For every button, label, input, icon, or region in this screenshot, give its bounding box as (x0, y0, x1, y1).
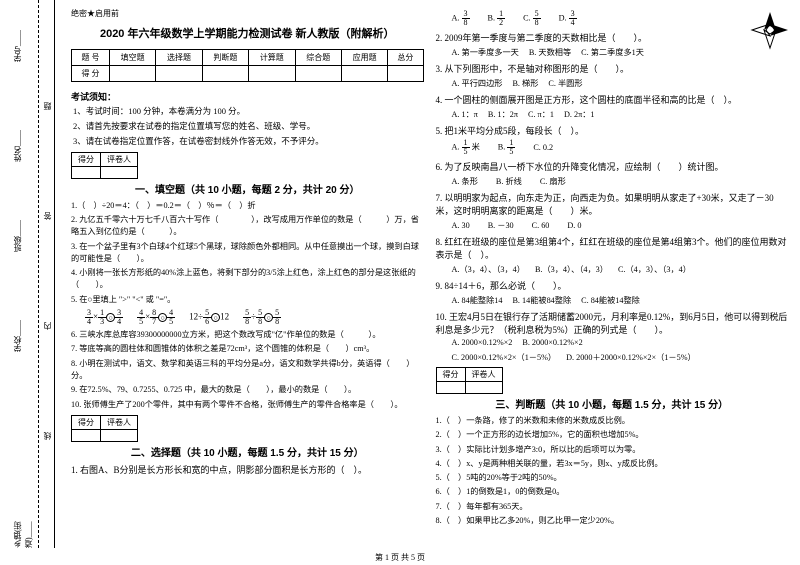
gutter-name: 姓名____ (12, 130, 23, 162)
gutter-id: 学号____ (12, 30, 23, 62)
th: 判断题 (202, 50, 248, 66)
part3-title: 三、判断题（共 10 小题，每题 1.5 分，共计 15 分） (436, 396, 789, 411)
left-column: 绝密★启用前 2020 年六年级数学上学期能力检测试卷 新人教版（附解析） 题 … (65, 8, 430, 544)
q: 6. 三峡水库总库容39300000000立方米，把这个数改写成"亿"作单位的数… (71, 329, 424, 341)
instr-item: 3、请在试卷指定位置作答，在试卷密封线外作答无效，不予评分。 (73, 136, 424, 148)
q: 3. 在一个盆子里有3个白球4个红球5个黑球，球除颜色外都相同。从中任意摸出一个… (71, 241, 424, 266)
q1-options: A. 38 B. 12 C. 58 D. 34 (436, 10, 789, 27)
opts: A. 84能整除14B. 14能被84整除C. 84能被14整除 (436, 294, 789, 306)
opts: A. 第一季度多一天B. 天数相等C. 第二季度多1天 (436, 46, 789, 58)
q: 6. 为了反映南昌八一桥下水位的升降变化情况，应绘制（ ）统计图。 (436, 160, 789, 173)
q: 9. 84÷14＋6，那么必说（ ）。 (436, 279, 789, 292)
q: 4. 一个圆柱的侧面展开图是正方形，这个圆柱的底面半径和高的比是（ ）。 (436, 93, 789, 106)
page-footer: 第 1 页 共 5 页 (0, 552, 800, 563)
q: 2. 九亿五千零六十万七千八百六十写作（ ），改写成用万作单位的数是（ ）万，省… (71, 214, 424, 239)
td: 得 分 (72, 66, 110, 82)
binding-gutter: 学号____ 姓名____ 班级____ 学校____ 乡镇(街道)____ 题… (0, 0, 55, 548)
th: 总分 (388, 50, 423, 66)
compass-icon (750, 10, 790, 50)
q: 7. 以明明家为起点，向东走为正，向西走为负。如果明明从家走了+30米，又走了－… (436, 191, 789, 217)
opts: A. 1：πB. 1：2πC. π：1D. 2π：1 (436, 108, 789, 120)
q: 1.（ ）一条路，修了的米数和未修的米数成反比例。 (436, 415, 789, 427)
q: 5. 在○里填上 ">" "<" 或 "="。 (71, 294, 424, 306)
q: 9. 在72.5%、79、0.7255、0.725 中，最大的数是（ ），最小的… (71, 384, 424, 396)
q: 1. 右图A、B分别是长方形长和宽的中点，阴影部分面积是长方形的（ ）。 (71, 463, 424, 476)
q: 6.（ ）1的倒数是1，0的倒数是0。 (436, 486, 789, 498)
q: 5.（ ）5吨的20%等于2吨的50%。 (436, 472, 789, 484)
q: 4. 小刚将一张长方形纸的40%涂上蓝色，将剩下部分的3/5涂上红色，涂上红色的… (71, 267, 424, 292)
th: 综合题 (295, 50, 341, 66)
secret-label: 绝密★启用前 (71, 8, 424, 19)
instructions-heading: 考试须知： (71, 90, 424, 103)
gutter-hint: 线 (42, 420, 53, 440)
gutter-town: 乡镇(街道)____ (12, 500, 34, 548)
opts: C. 2000×0.12%×2×（1－5%）D. 2000＋2000×0.12%… (436, 351, 789, 363)
q: 7. 等底等高的圆柱体和圆锥体的体积之差是72cm³，这个圆锥的体积是（ ）cm… (71, 343, 424, 355)
th: 题 号 (72, 50, 110, 66)
gutter-hint: 题 (42, 90, 53, 110)
instr-item: 1、考试时间：100 分钟，本卷满分为 100 分。 (73, 106, 424, 118)
right-column: A. 38 B. 12 C. 58 D. 34 2. 2009年第一季度与第二季… (430, 8, 795, 544)
q: 8.（ ）如果甲比乙多20%，则乙比甲一定少20%。 (436, 515, 789, 527)
q: 10. 张师傅生产了200个零件，其中有两个零件不合格，张师傅生产的零件合格率是… (71, 399, 424, 411)
q: 1.（ ）÷20＝4：（ ）＝0.2＝（ ）％＝（ ）折 (71, 200, 424, 212)
q: 2. 2009年第一季度与第二季度的天数相比是（ ）。 (436, 31, 789, 44)
q: 7.（ ）每年都有365天。 (436, 501, 789, 513)
dashed-line (38, 0, 39, 548)
q: 10. 王宏4月5日在银行存了活期储蓄2000元，月利率是0.12%，到6月5日… (436, 310, 789, 336)
mini-score: 得分评卷人 (71, 152, 138, 179)
part3-questions: 1.（ ）一条路，修了的米数和未修的米数成反比例。 2.（ ）一个正方形的边长增… (436, 415, 789, 527)
equation-row: 34×13○34 45×87○45 12÷56○12 58÷58○58 (71, 309, 424, 326)
gutter-class: 班级____ (12, 220, 23, 252)
gutter-school: 学校____ (12, 320, 23, 352)
part1-questions: 1.（ ）÷20＝4：（ ）＝0.2＝（ ）％＝（ ）折 2. 九亿五千零六十万… (71, 200, 424, 411)
th: 应用题 (341, 50, 387, 66)
part1-title: 一、填空题（共 10 小题，每题 2 分，共计 20 分） (71, 181, 424, 196)
opts: A. 30B. －30C. 60D. 0 (436, 219, 789, 231)
gutter-hint: 答 (42, 200, 53, 220)
opts: A.（3，4）、（3，4）B.（3，4）、（4，3）C.（4，3）、（3，4） (436, 263, 789, 275)
q: 3. 从下列图形中，不是轴对称图形的是（ ）。 (436, 62, 789, 75)
mini-score: 得分评卷人 (436, 367, 503, 394)
th: 选择题 (156, 50, 202, 66)
opts: A. 15 米 B. 15 C. 0.2 (436, 139, 789, 156)
opts: A. 平行四边形B. 梯形C. 半圆形 (436, 77, 789, 89)
opts: A. 2000×0.12%×2B. 2000×0.12%×2 (436, 338, 789, 347)
opts: A. 条形B. 折线C. 扇形 (436, 175, 789, 187)
instr-item: 2、请首先按要求在试卷的指定位置填写您的姓名、班级、学号。 (73, 121, 424, 133)
q: 8. 红红在班级的座位是第3组第4个，红红在班级的座位是第4组第3个。他们的座位… (436, 235, 789, 261)
th: 填空题 (109, 50, 155, 66)
instructions-list: 1、考试时间：100 分钟，本卷满分为 100 分。 2、请首先按要求在试卷的指… (73, 106, 424, 148)
gutter-hint: 内 (42, 310, 53, 330)
q: 3.（ ）实际比计划多增产3:0，所以比的后项可以为零。 (436, 444, 789, 456)
th: 计算题 (249, 50, 295, 66)
q: 8. 小明在测试中，语文、数学和英语三科的平均分是a分，语文和数学共得b分，英语… (71, 358, 424, 383)
exam-title: 2020 年六年级数学上学期能力检测试卷 新人教版（附解析） (71, 25, 424, 41)
q: 4.（ ）x、y是两种相关联的量，若3x＝5y，则x、y成反比例。 (436, 458, 789, 470)
score-table: 题 号 填空题 选择题 判断题 计算题 综合题 应用题 总分 得 分 (71, 49, 424, 82)
mini-score: 得分评卷人 (71, 415, 138, 442)
part2-title: 二、选择题（共 10 小题，每题 1.5 分，共计 15 分） (71, 444, 424, 459)
q: 5. 把1米平均分成5段，每段长（ ）。 (436, 124, 789, 137)
q: 2.（ ）一个正方形的边长增加5%，它的面积也增加5%。 (436, 429, 789, 441)
